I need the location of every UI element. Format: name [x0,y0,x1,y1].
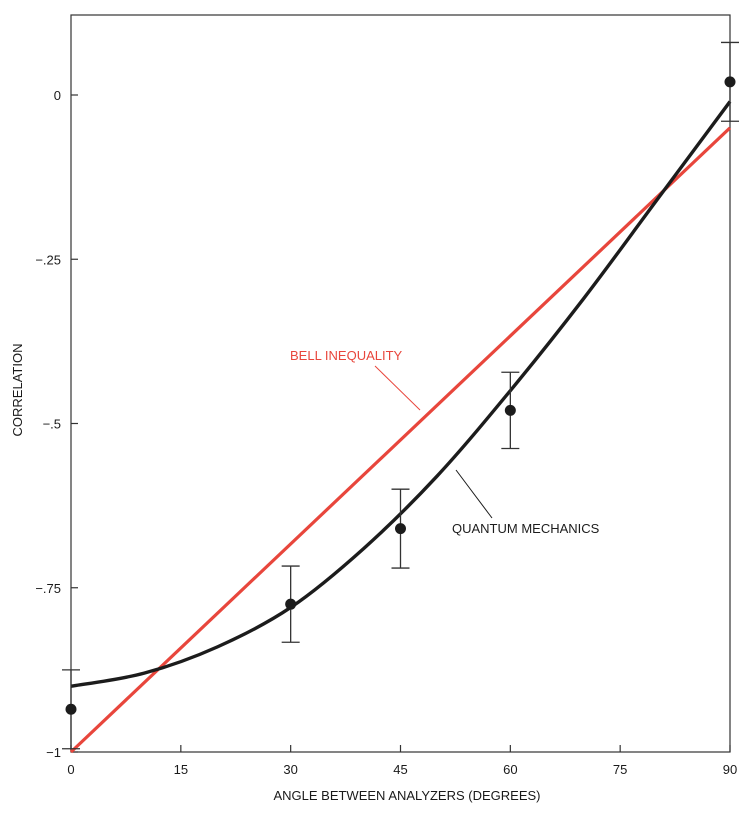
data-point [65,703,77,715]
data-point-group [391,488,410,569]
x-axis-label: ANGLE BETWEEN ANALYZERS (DEGREES) [273,788,540,803]
y-tick-label: −1 [46,745,61,760]
x-tick-label: 30 [283,762,297,777]
plot-area [70,14,731,753]
series-layer [62,41,739,754]
data-point-group [62,669,80,750]
data-point-group [501,371,520,450]
annotation-leader [374,365,421,411]
data-point-group [281,565,300,643]
annotation-layer: BELL INEQUALITY QUANTUM MECHANICS [290,348,600,536]
data-point [504,404,516,416]
y-tick-label: −.25 [35,252,61,267]
data-point [724,76,736,88]
data-point-group [721,41,739,122]
y-axis-label: CORRELATION [10,344,25,437]
x-tick-label: 45 [393,762,407,777]
x-axis: 0 15 30 45 60 75 90 [67,745,737,777]
bell-inequality-line [69,126,732,754]
y-axis: 0 −.25 −.5 −.75 −1 [35,88,78,760]
x-tick-label: 90 [723,762,737,777]
data-point [395,523,406,535]
x-tick-label: 0 [67,762,74,777]
bell-inequality-label: BELL INEQUALITY [290,348,403,363]
annotation-leader [455,469,493,519]
x-tick-label: 15 [174,762,188,777]
y-tick-label: −.75 [35,581,61,596]
quantum-mechanics-label: QUANTUM MECHANICS [452,521,600,536]
quantum-mechanics-curve [70,100,732,688]
y-tick-label: −.5 [43,417,61,432]
data-point [285,598,297,610]
y-tick-label: 0 [54,88,61,103]
x-tick-label: 60 [503,762,517,777]
x-tick-label: 75 [613,762,627,777]
